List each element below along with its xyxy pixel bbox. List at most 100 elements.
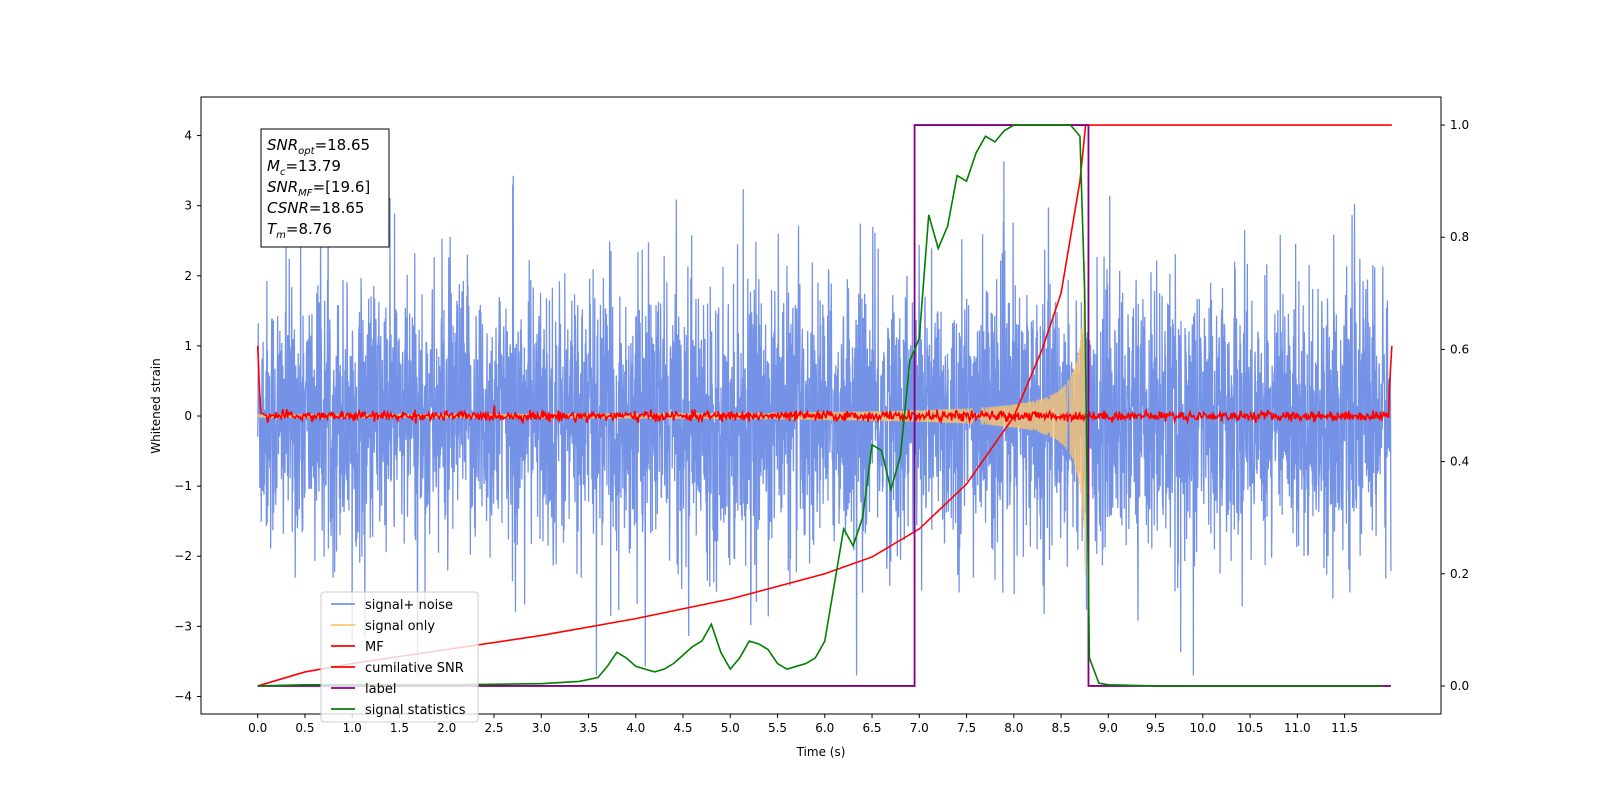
x-tick-label: 11.0 — [1284, 721, 1311, 735]
x-tick-label: 3.0 — [532, 721, 551, 735]
x-tick-label: 4.5 — [673, 721, 692, 735]
x-tick: 0.5 — [295, 714, 315, 735]
x-tick-label: 8.0 — [1004, 721, 1023, 735]
x-axis-ticks: 0.0 0.5 1.0 1.5 2.0 2.5 3.0 3.5 4.0 4.5 5.0 5.5 6.0 6… — [248, 714, 1358, 735]
legend-label: label — [365, 682, 396, 697]
y-left-tick: −1 — [174, 479, 201, 493]
annotation-line: SNRopt=18.65 — [267, 136, 370, 157]
x-tick-label: 10.5 — [1237, 721, 1264, 735]
legend-label: signal+ noise — [365, 598, 453, 613]
y-left-tick-label: 3 — [184, 199, 192, 213]
x-tick: 5.0 — [721, 714, 740, 735]
y-right-tick: 0.6 — [1441, 342, 1469, 356]
x-tick-label: 9.5 — [1146, 721, 1165, 735]
x-tick: 8.0 — [1004, 714, 1023, 735]
legend-frame — [320, 591, 479, 723]
x-tick-label: 0.0 — [248, 721, 267, 735]
x-tick-label: 11.5 — [1331, 721, 1358, 735]
annotation-line: SNRMF=[19.6] — [267, 178, 370, 199]
x-tick-label: 6.5 — [862, 721, 881, 735]
x-tick: 9.0 — [1099, 714, 1118, 735]
y-right-tick-label: 0.8 — [1450, 230, 1469, 244]
y-right-tick-label: 0.0 — [1450, 679, 1469, 693]
x-tick: 10.0 — [1189, 714, 1216, 735]
y-axis-left-ticks: −4 −3 −2 −1 0 1 2 3 4 — [174, 129, 201, 703]
y-left-tick-label: 2 — [184, 269, 192, 283]
x-tick: 4.0 — [626, 714, 645, 735]
legend-entry: cumilative SNR — [331, 661, 464, 676]
legend-entry: label — [331, 682, 396, 697]
y-right-tick-label: 0.4 — [1450, 455, 1469, 469]
series-signal-statistics — [257, 124, 1383, 687]
y-left-tick: −4 — [174, 689, 201, 703]
annotation-line: Tm=8.76 — [267, 220, 332, 241]
y-right-tick-label: 0.2 — [1450, 567, 1469, 581]
y-right-tick: 0.2 — [1441, 567, 1469, 581]
legend-entry: signal statistics — [331, 703, 466, 718]
annotation-line: CSNR=18.65 — [267, 199, 364, 217]
series-signal-noise — [257, 161, 1392, 676]
x-axis-label: Time (s) — [796, 745, 846, 759]
x-tick: 11.0 — [1284, 714, 1311, 735]
y-left-tick: 4 — [184, 129, 201, 143]
x-tick: 10.5 — [1237, 714, 1264, 735]
x-tick-label: 7.5 — [957, 721, 976, 735]
x-tick: 5.5 — [768, 714, 787, 735]
x-tick-label: 10.0 — [1189, 721, 1216, 735]
y-left-tick-label: 0 — [184, 409, 192, 423]
legend: signal+ noise signal only MF cumilative SNR… — [320, 591, 479, 723]
x-tick: 9.5 — [1146, 714, 1165, 735]
x-tick-label: 4.0 — [626, 721, 645, 735]
annotation-frame — [260, 128, 390, 248]
legend-entry: signal only — [331, 619, 435, 634]
plot-frame — [200, 96, 1442, 715]
y-left-tick: −3 — [174, 619, 201, 633]
x-tick-label: 2.0 — [437, 721, 456, 735]
x-tick-label: 5.5 — [768, 721, 787, 735]
y-left-tick-label: −2 — [174, 549, 192, 563]
y-left-tick-label: 4 — [184, 129, 192, 143]
legend-entry: signal+ noise — [331, 598, 453, 613]
x-tick: 3.5 — [579, 714, 598, 735]
y-right-tick: 0.4 — [1441, 455, 1469, 469]
y-left-tick-label: −4 — [174, 689, 192, 703]
x-tick-label: 5.0 — [721, 721, 740, 735]
x-tick-label: 7.0 — [910, 721, 929, 735]
annotation-box: SNRopt=18.65Mc=13.79SNRMF=[19.6]CSNR=18.… — [260, 128, 390, 248]
x-tick-label: 2.5 — [484, 721, 503, 735]
y-left-tick-label: 1 — [184, 339, 192, 353]
x-tick: 6.5 — [862, 714, 882, 735]
y-right-tick: 1.0 — [1441, 118, 1469, 132]
legend-label: signal statistics — [365, 703, 466, 718]
x-tick: 8.5 — [1052, 714, 1071, 735]
y-right-tick-label: 1.0 — [1450, 118, 1469, 132]
y-left-tick: 3 — [184, 199, 201, 213]
legend-label: MF — [365, 640, 384, 655]
y-left-tick: 0 — [184, 409, 201, 423]
y-right-tick: 0.8 — [1441, 230, 1469, 244]
y-right-tick-label: 0.6 — [1450, 342, 1469, 356]
y-axis-right-ticks: 0.0 0.2 0.4 0.6 0.8 1.0 — [1441, 118, 1469, 693]
y-left-tick: 1 — [184, 339, 201, 353]
y-axis-left-label: Whitened strain — [149, 358, 163, 454]
legend-label: signal only — [365, 619, 435, 634]
annotation-line: Mc=13.79 — [267, 157, 341, 178]
y-left-tick: 2 — [184, 269, 201, 283]
y-right-tick: 0.0 — [1441, 679, 1469, 693]
x-tick-label: 1.0 — [343, 721, 362, 735]
legend-label: cumilative SNR — [365, 661, 464, 676]
x-tick: 3.0 — [532, 714, 551, 735]
y-left-tick-label: −3 — [174, 619, 192, 633]
legend-entry: MF — [331, 640, 384, 655]
x-tick: 11.5 — [1331, 714, 1358, 735]
x-tick: 2.5 — [484, 714, 504, 735]
y-left-tick: −2 — [174, 549, 201, 563]
x-tick: 7.5 — [957, 714, 976, 735]
x-tick-label: 8.5 — [1052, 721, 1071, 735]
x-tick-label: 1.5 — [390, 721, 409, 735]
x-tick-label: 3.5 — [579, 721, 598, 735]
series-mf — [256, 345, 1393, 425]
x-tick: 7.0 — [910, 714, 929, 735]
x-tick: 4.5 — [673, 714, 693, 735]
